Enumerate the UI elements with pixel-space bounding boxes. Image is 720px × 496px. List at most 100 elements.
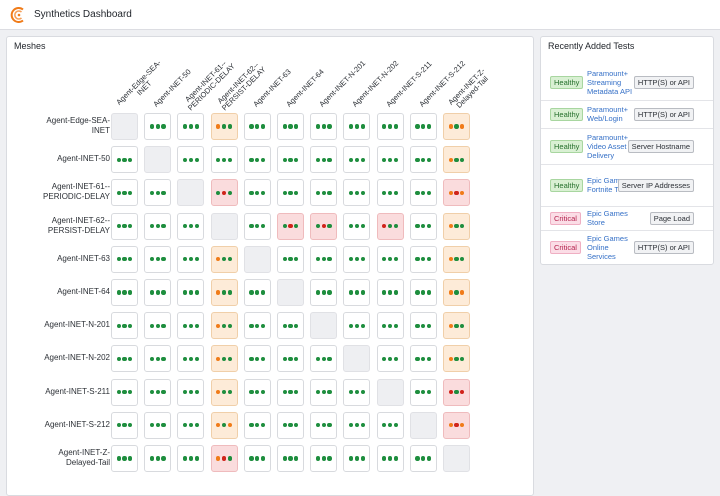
mesh-cell[interactable]	[243, 113, 271, 140]
mesh-cell[interactable]	[277, 146, 304, 174]
mesh-cell[interactable]	[177, 312, 205, 340]
mesh-cell[interactable]	[376, 445, 404, 472]
test-name-link[interactable]: Paramount+ Web/Login	[587, 105, 629, 123]
mesh-cell[interactable]	[343, 279, 371, 306]
mesh-cell[interactable]	[443, 378, 470, 406]
mesh-cell[interactable]	[443, 312, 470, 340]
mesh-cell[interactable]	[277, 212, 304, 240]
mesh-cell[interactable]	[310, 411, 338, 439]
mesh-cell[interactable]	[243, 179, 271, 207]
test-name-link[interactable]: Epic Games Store	[587, 209, 628, 227]
mesh-cell[interactable]	[177, 378, 205, 406]
mesh-cell[interactable]	[210, 113, 238, 140]
mesh-cell[interactable]	[243, 312, 271, 340]
recent-test-row[interactable]: Healthy Paramount+ Web/Login HTTP(S) or AP…	[541, 100, 713, 129]
mesh-cell[interactable]	[144, 445, 172, 472]
mesh-cell[interactable]	[409, 179, 437, 207]
mesh-cell[interactable]	[277, 411, 304, 439]
mesh-cell[interactable]	[177, 279, 205, 306]
mesh-cell[interactable]	[277, 312, 304, 340]
mesh-cell[interactable]	[376, 411, 404, 439]
mesh-cell[interactable]	[111, 245, 138, 273]
recent-test-row[interactable]: Healthy Paramount+ Streaming Metadata API…	[541, 64, 713, 101]
mesh-cell[interactable]	[210, 411, 238, 439]
mesh-cell[interactable]	[409, 212, 437, 240]
mesh-cell[interactable]	[409, 378, 437, 406]
mesh-cell[interactable]	[310, 378, 338, 406]
test-name-link[interactable]: Epic Games Fortnite Traffic	[587, 176, 635, 194]
mesh-cell[interactable]	[343, 378, 371, 406]
mesh-cell[interactable]	[144, 378, 172, 406]
mesh-cell[interactable]	[443, 411, 470, 439]
mesh-cell[interactable]	[210, 146, 238, 174]
mesh-cell[interactable]	[210, 179, 238, 207]
mesh-cell[interactable]	[443, 179, 470, 207]
mesh-cell[interactable]	[376, 245, 404, 273]
mesh-cell[interactable]	[177, 411, 205, 439]
recent-test-row[interactable]: Healthy Epic Games Fortnite Traffic Server…	[541, 164, 713, 207]
mesh-cell[interactable]	[277, 113, 304, 140]
mesh-cell[interactable]	[177, 345, 205, 373]
mesh-cell[interactable]	[310, 279, 338, 306]
test-name-link[interactable]: Epic Games Online Services	[587, 233, 628, 261]
mesh-cell[interactable]	[144, 212, 172, 240]
mesh-cell[interactable]	[210, 345, 238, 373]
mesh-cell[interactable]	[111, 445, 138, 472]
mesh-cell[interactable]	[343, 146, 371, 174]
mesh-cell[interactable]	[243, 212, 271, 240]
mesh-cell[interactable]	[310, 345, 338, 373]
mesh-cell[interactable]	[343, 113, 371, 140]
mesh-cell[interactable]	[310, 245, 338, 273]
mesh-cell[interactable]	[443, 212, 470, 240]
mesh-cell[interactable]	[376, 179, 404, 207]
mesh-cell[interactable]	[144, 113, 172, 140]
mesh-cell[interactable]	[144, 245, 172, 273]
mesh-cell[interactable]	[376, 312, 404, 340]
mesh-cell[interactable]	[310, 445, 338, 472]
mesh-cell[interactable]	[111, 179, 138, 207]
mesh-cell[interactable]	[111, 378, 138, 406]
mesh-cell[interactable]	[310, 146, 338, 174]
mesh-cell[interactable]	[111, 312, 138, 340]
mesh-cell[interactable]	[210, 245, 238, 273]
mesh-cell[interactable]	[243, 345, 271, 373]
mesh-cell[interactable]	[310, 212, 338, 240]
test-name-link[interactable]: Paramount+ Streaming Metadata API	[587, 68, 633, 96]
mesh-cell[interactable]	[343, 312, 371, 340]
mesh-cell[interactable]	[177, 212, 205, 240]
mesh-cell[interactable]	[409, 245, 437, 273]
mesh-cell[interactable]	[177, 445, 205, 472]
recent-test-row[interactable]: Healthy Paramount+ Video Asset Delivery Se…	[541, 128, 713, 165]
recent-test-row[interactable]: Critical Epic Games Store Page Load	[541, 206, 713, 231]
recent-test-row[interactable]: Critical Epic Games Online Services HTTP(S…	[541, 230, 713, 264]
mesh-cell[interactable]	[144, 312, 172, 340]
mesh-cell[interactable]	[177, 146, 205, 174]
mesh-cell[interactable]	[376, 345, 404, 373]
mesh-cell[interactable]	[144, 279, 172, 306]
mesh-cell[interactable]	[144, 411, 172, 439]
mesh-cell[interactable]	[343, 245, 371, 273]
mesh-cell[interactable]	[210, 445, 238, 472]
mesh-cell[interactable]	[409, 312, 437, 340]
mesh-cell[interactable]	[277, 378, 304, 406]
mesh-cell[interactable]	[343, 411, 371, 439]
mesh-cell[interactable]	[376, 113, 404, 140]
mesh-cell[interactable]	[310, 113, 338, 140]
mesh-cell[interactable]	[409, 113, 437, 140]
mesh-cell[interactable]	[243, 279, 271, 306]
mesh-cell[interactable]	[144, 345, 172, 373]
mesh-cell[interactable]	[243, 445, 271, 472]
mesh-cell[interactable]	[144, 179, 172, 207]
test-name-link[interactable]: Paramount+ Video Asset Delivery	[587, 132, 629, 160]
mesh-cell[interactable]	[376, 212, 404, 240]
mesh-cell[interactable]	[409, 445, 437, 472]
mesh-cell[interactable]	[210, 279, 238, 306]
mesh-cell[interactable]	[210, 312, 238, 340]
mesh-cell[interactable]	[343, 212, 371, 240]
mesh-cell[interactable]	[111, 212, 138, 240]
mesh-cell[interactable]	[409, 279, 437, 306]
mesh-cell[interactable]	[210, 378, 238, 406]
mesh-cell[interactable]	[376, 279, 404, 306]
mesh-cell[interactable]	[343, 445, 371, 472]
synthetics-logo-icon[interactable]	[9, 5, 29, 25]
